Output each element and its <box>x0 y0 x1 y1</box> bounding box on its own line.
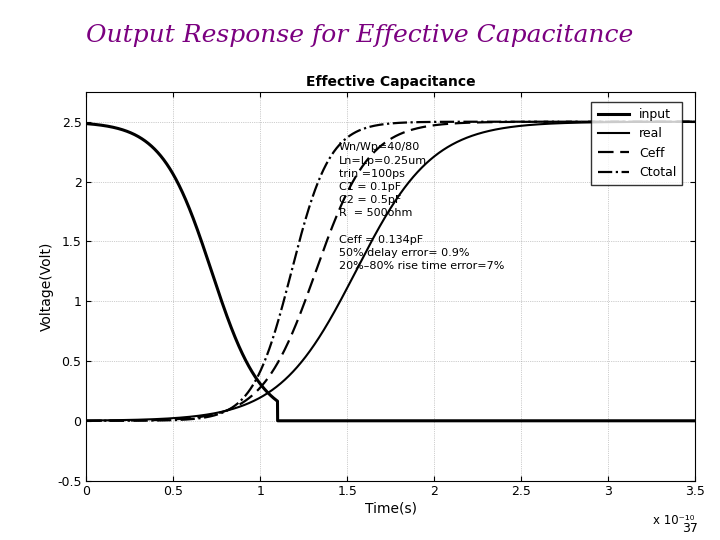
Y-axis label: Voltage(Volt): Voltage(Volt) <box>40 241 54 331</box>
Legend: input, real, Ceff, Ctotal: input, real, Ceff, Ctotal <box>591 102 683 185</box>
X-axis label: Time(s): Time(s) <box>364 501 417 515</box>
Text: Wn/Wp=40/80
Ln=Lp=0.25um
trin =100ps
C1 = 0.1pF
C2 = 0.5pF
R  = 500ohm

Ceff = 0: Wn/Wp=40/80 Ln=Lp=0.25um trin =100ps C1 … <box>339 143 504 271</box>
Text: 37: 37 <box>683 522 698 535</box>
Title: Effective Capacitance: Effective Capacitance <box>306 75 475 89</box>
Text: x 10⁻¹⁰: x 10⁻¹⁰ <box>654 514 695 526</box>
Text: Output Response for Effective Capacitance: Output Response for Effective Capacitanc… <box>86 24 634 48</box>
